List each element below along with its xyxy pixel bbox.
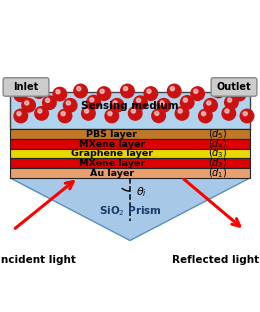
Text: Sensing medium: Sensing medium bbox=[81, 101, 179, 111]
Circle shape bbox=[17, 112, 21, 116]
Circle shape bbox=[22, 99, 35, 112]
Text: $(d_1)$: $(d_1)$ bbox=[208, 166, 228, 180]
Circle shape bbox=[84, 109, 89, 113]
Circle shape bbox=[53, 87, 67, 101]
Circle shape bbox=[232, 87, 246, 101]
Text: $\theta_i$: $\theta_i$ bbox=[136, 185, 147, 199]
Circle shape bbox=[90, 98, 94, 102]
Circle shape bbox=[202, 112, 206, 116]
Circle shape bbox=[100, 89, 104, 93]
Circle shape bbox=[194, 89, 198, 93]
Circle shape bbox=[160, 101, 164, 105]
Circle shape bbox=[43, 96, 56, 110]
Text: Incident light: Incident light bbox=[0, 255, 76, 265]
Text: MXene layer: MXene layer bbox=[79, 158, 145, 168]
Circle shape bbox=[14, 88, 28, 102]
Circle shape bbox=[63, 99, 77, 112]
Circle shape bbox=[175, 107, 189, 120]
Circle shape bbox=[178, 109, 182, 113]
Circle shape bbox=[74, 84, 87, 98]
Circle shape bbox=[222, 107, 236, 120]
Circle shape bbox=[136, 98, 141, 102]
Polygon shape bbox=[10, 178, 250, 241]
Text: SiO$_2$ Prism: SiO$_2$ Prism bbox=[99, 204, 161, 218]
Bar bbox=[10, 139, 250, 149]
Circle shape bbox=[235, 90, 239, 94]
Circle shape bbox=[25, 101, 29, 105]
FancyBboxPatch shape bbox=[3, 78, 49, 96]
Circle shape bbox=[124, 86, 128, 91]
Circle shape bbox=[167, 84, 181, 98]
Text: Outlet: Outlet bbox=[217, 82, 251, 92]
Circle shape bbox=[204, 99, 217, 112]
Circle shape bbox=[155, 111, 159, 115]
Circle shape bbox=[228, 98, 232, 102]
Circle shape bbox=[183, 98, 187, 102]
Text: Au layer: Au layer bbox=[90, 168, 134, 178]
Circle shape bbox=[144, 87, 158, 100]
Circle shape bbox=[147, 89, 151, 93]
Circle shape bbox=[121, 84, 134, 98]
Circle shape bbox=[108, 112, 112, 116]
Circle shape bbox=[77, 86, 81, 91]
Text: $(d_4)$: $(d_4)$ bbox=[208, 137, 228, 151]
Bar bbox=[10, 158, 250, 168]
Circle shape bbox=[61, 112, 65, 116]
Circle shape bbox=[113, 101, 117, 105]
Circle shape bbox=[240, 109, 254, 123]
Bar bbox=[10, 129, 250, 139]
Circle shape bbox=[199, 109, 212, 123]
Circle shape bbox=[207, 101, 211, 105]
Circle shape bbox=[180, 96, 194, 109]
Circle shape bbox=[191, 87, 204, 100]
Circle shape bbox=[128, 107, 142, 120]
Text: MXene layer: MXene layer bbox=[79, 139, 145, 149]
Circle shape bbox=[32, 85, 46, 98]
Text: Reflected light: Reflected light bbox=[172, 255, 259, 265]
Bar bbox=[10, 91, 250, 129]
Circle shape bbox=[58, 109, 72, 123]
Circle shape bbox=[87, 95, 100, 109]
Circle shape bbox=[131, 109, 135, 113]
Text: $(d_5)$: $(d_5)$ bbox=[208, 127, 228, 141]
Text: PBS layer: PBS layer bbox=[86, 130, 137, 139]
Circle shape bbox=[35, 87, 39, 91]
Circle shape bbox=[46, 98, 50, 102]
Text: Inlet: Inlet bbox=[13, 82, 39, 92]
Text: Graphene layer: Graphene layer bbox=[71, 149, 153, 158]
Circle shape bbox=[105, 109, 119, 123]
Circle shape bbox=[17, 90, 21, 95]
Circle shape bbox=[134, 96, 147, 110]
Text: $(d_2)$: $(d_2)$ bbox=[208, 156, 228, 170]
Circle shape bbox=[56, 90, 60, 94]
Circle shape bbox=[82, 107, 95, 120]
Circle shape bbox=[170, 86, 174, 91]
Circle shape bbox=[225, 109, 229, 113]
Circle shape bbox=[38, 109, 42, 113]
Bar bbox=[10, 168, 250, 178]
Circle shape bbox=[35, 107, 48, 120]
Bar bbox=[10, 149, 250, 158]
Circle shape bbox=[214, 86, 219, 91]
Text: $(d_3)$: $(d_3)$ bbox=[208, 147, 228, 160]
Circle shape bbox=[14, 109, 28, 123]
Circle shape bbox=[66, 101, 70, 105]
Circle shape bbox=[157, 99, 171, 112]
Circle shape bbox=[152, 109, 165, 123]
FancyBboxPatch shape bbox=[211, 78, 257, 96]
Circle shape bbox=[243, 112, 247, 116]
Circle shape bbox=[212, 84, 225, 98]
Circle shape bbox=[225, 96, 238, 109]
Circle shape bbox=[97, 87, 111, 100]
Circle shape bbox=[110, 99, 124, 112]
